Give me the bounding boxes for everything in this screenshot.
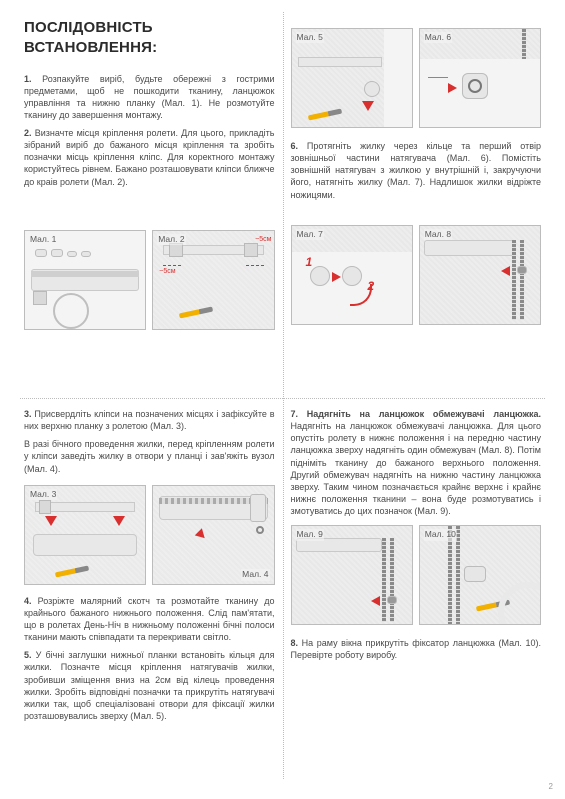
- figure-2-dim-left: ~5см: [159, 267, 175, 276]
- figure-1: Мал. 1: [24, 230, 146, 330]
- figure-2-label: Мал. 2: [157, 234, 185, 245]
- figure-5-label: Мал. 5: [296, 32, 324, 43]
- quadrant-top-left: ПОСЛІДОВНІСТЬ ВСТАНОВЛЕННЯ: 1. Розпакуйт…: [16, 8, 283, 398]
- figure-row-1-2: Мал. 1 Мал. 2 ~5см ~5см: [24, 230, 275, 330]
- figure-row-9-10: Мал. 9 Мал. 10: [291, 525, 542, 625]
- step-4: 4. Розріжте малярний скотч та розмотайте…: [24, 595, 275, 644]
- figure-8-label: Мал. 8: [424, 229, 452, 240]
- figure-2: Мал. 2 ~5см ~5см: [152, 230, 274, 330]
- figure-row-7-8: Мал. 7 1 2 Мал. 8: [291, 225, 542, 325]
- figure-3: Мал. 3: [24, 485, 146, 585]
- figure-10: Мал. 10: [419, 525, 541, 625]
- step-6: 6. Протягніть жилку через кільце та перш…: [291, 140, 542, 201]
- figure-5: Мал. 5: [291, 28, 413, 128]
- horizontal-divider: [20, 398, 545, 399]
- figure-3-label: Мал. 3: [29, 489, 57, 500]
- figure-2-dim-right: ~5см: [255, 235, 271, 244]
- figure-4: Мал. 4: [152, 485, 274, 585]
- step-7: 7. Надягніть на ланцюжок обмежувачі ланц…: [291, 408, 542, 517]
- figure-1-label: Мал. 1: [29, 234, 57, 245]
- step-1: 1. Розпакуйте виріб, будьте обережні з г…: [24, 73, 275, 122]
- page-title: ПОСЛІДОВНІСТЬ ВСТАНОВЛЕННЯ:: [24, 18, 275, 59]
- step-3b: В разі бічного проведення жилки, перед к…: [24, 438, 275, 474]
- page-number: 2: [549, 782, 553, 793]
- quadrant-bottom-left: 3. Присвердліть кліпси на позначених міс…: [16, 398, 283, 788]
- figure-row-5-6: Мал. 5 Мал. 6: [291, 28, 542, 128]
- step-2: 2. Визначте місця кріплення ролети. Для …: [24, 127, 275, 188]
- quadrant-bottom-right: 7. Надягніть на ланцюжок обмежувачі ланц…: [283, 398, 550, 788]
- step-3a: 3. Присвердліть кліпси на позначених міс…: [24, 408, 275, 432]
- quadrant-top-right: Мал. 5 Мал. 6 6. Протягніть жилку через …: [283, 8, 550, 398]
- figure-6-label: Мал. 6: [424, 32, 452, 43]
- vertical-divider: [283, 12, 284, 779]
- figure-10-label: Мал. 10: [424, 529, 457, 540]
- figure-7-number-1: 1: [306, 254, 313, 270]
- figure-4-label: Мал. 4: [241, 569, 269, 580]
- step-5: 5. У бічні заглушки нижньої планки встан…: [24, 649, 275, 722]
- figure-7: Мал. 7 1 2: [291, 225, 413, 325]
- figure-9-label: Мал. 9: [296, 529, 324, 540]
- figure-6: Мал. 6: [419, 28, 541, 128]
- figure-row-3-4: Мал. 3 Мал. 4: [24, 485, 275, 585]
- figure-9: Мал. 9: [291, 525, 413, 625]
- step-8: 8. На раму вікна прикрутіть фіксатор лан…: [291, 637, 542, 661]
- figure-8: Мал. 8: [419, 225, 541, 325]
- figure-7-label: Мал. 7: [296, 229, 324, 240]
